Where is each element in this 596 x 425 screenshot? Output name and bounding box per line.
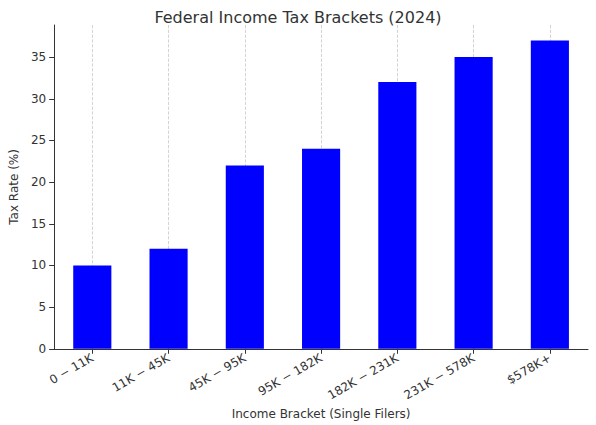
svg-text:182K − 231K: 182K − 231K [325,350,402,402]
svg-text:11K − 45K: 11K − 45K [110,350,173,395]
svg-text:25: 25 [31,133,46,147]
svg-text:$578K+: $578K+ [504,351,553,387]
svg-text:30: 30 [31,92,46,106]
svg-text:231K − 578K: 231K − 578K [402,350,479,402]
svg-text:0: 0 [39,342,47,356]
svg-text:35: 35 [31,50,46,64]
svg-text:0 − 11K: 0 − 11K [47,350,97,387]
svg-text:45K − 95K: 45K − 95K [186,350,249,395]
svg-text:20: 20 [31,175,46,189]
svg-text:Tax Rate (%): Tax Rate (%) [7,149,21,226]
svg-text:95K − 182K: 95K − 182K [256,350,326,398]
svg-text:5: 5 [39,300,47,314]
svg-text:10: 10 [31,258,46,272]
svg-text:Income Bracket (Single Filers): Income Bracket (Single Filers) [232,407,411,421]
svg-text:15: 15 [31,217,46,231]
svg-text:Federal Income Tax Brackets (2: Federal Income Tax Brackets (2024) [154,8,441,27]
